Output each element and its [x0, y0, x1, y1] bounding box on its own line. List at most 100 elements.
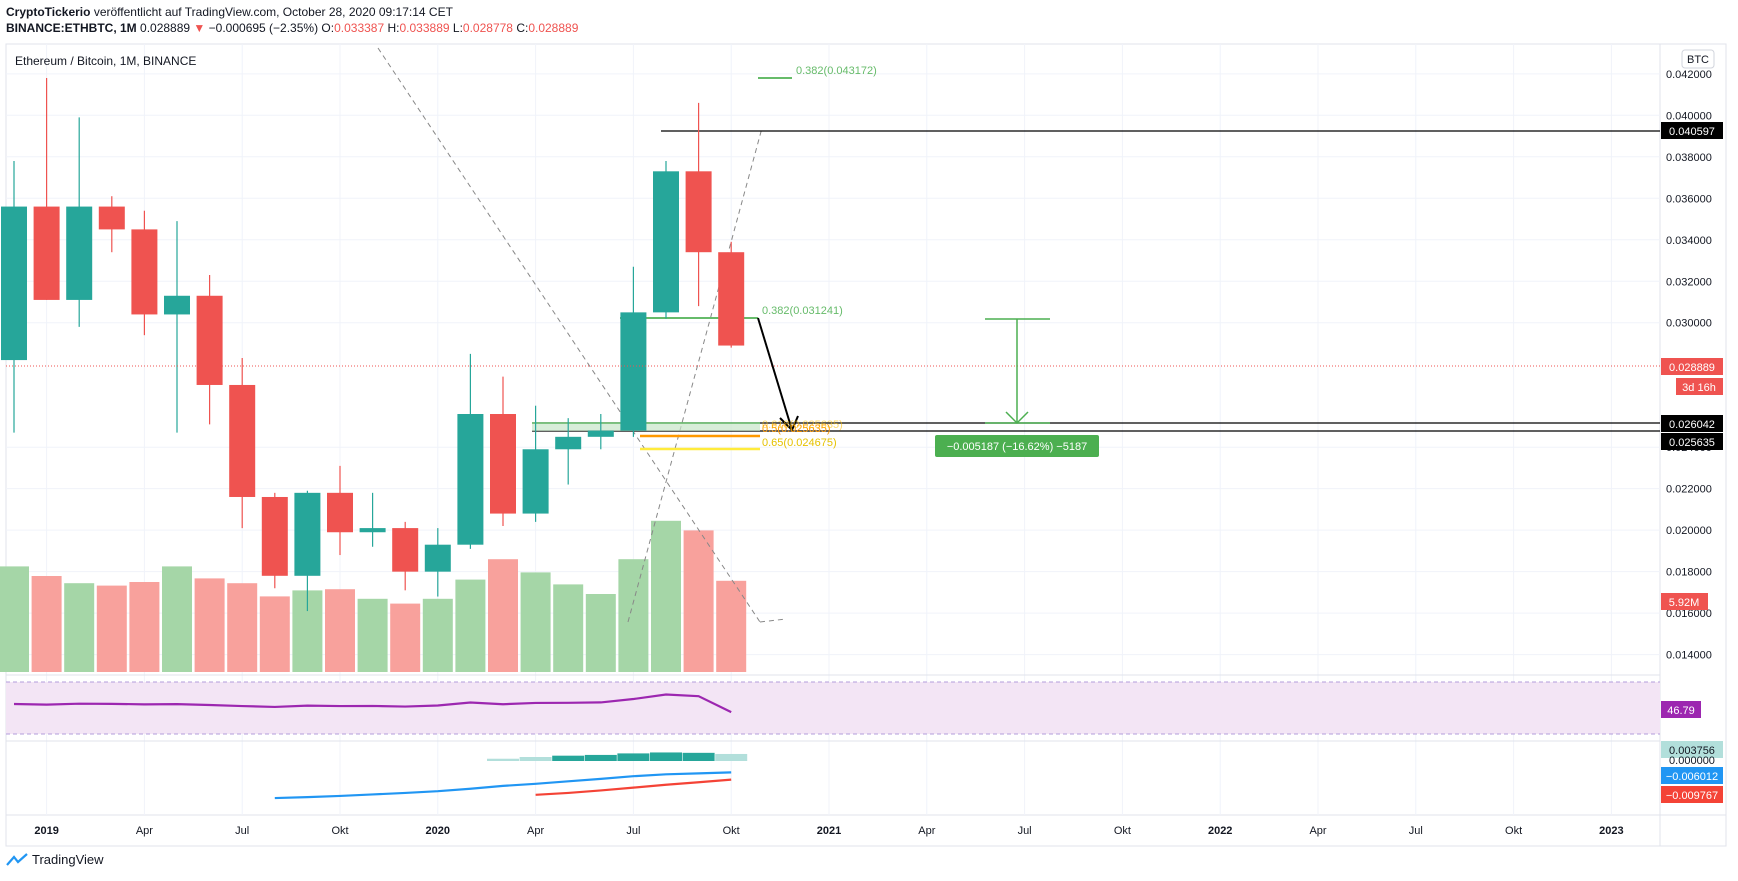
high-label: H: [387, 21, 400, 35]
low-value: 0.028778 [462, 21, 513, 35]
rsi-tag [1661, 701, 1701, 718]
volume-bars [0, 520, 747, 672]
price-tick-label: 0.014000 [1666, 650, 1712, 662]
dashed-fib-trendline-2[interactable] [627, 127, 763, 623]
candle-body [718, 252, 745, 346]
time-tick-label: 2023 [1599, 825, 1623, 837]
last-price: 0.028889 [140, 21, 191, 35]
volume-bar [194, 578, 225, 672]
macd-hist-bar [552, 755, 585, 761]
volume-bar [0, 566, 29, 672]
candle-body [66, 206, 93, 300]
volume-bar [651, 520, 681, 672]
time-tick-label: Apr [136, 825, 153, 837]
candle-body [555, 436, 582, 450]
time-axis-ticks: 2019 Apr Jul Okt 2020 Apr Jul Okt 2021 Apr Jul Okt 2… [34, 825, 1623, 837]
macd-line [274, 771, 732, 800]
candle-body [196, 295, 223, 385]
low-label: L: [452, 21, 463, 35]
volume-bar [422, 598, 453, 672]
price-change: −0.000695 (−2.35%) [208, 21, 319, 35]
support-bottom-label: 0.025635 [1669, 437, 1715, 449]
time-tick-label: Apr [918, 825, 935, 837]
rsi-label: 46.79 [1667, 705, 1695, 717]
candle-body [294, 492, 321, 576]
time-tick-label: Okt [723, 825, 740, 837]
last-price-tag [1661, 358, 1723, 375]
fib-label-yellow: 0.65(0.024675) [762, 437, 837, 449]
candle-body [685, 171, 712, 253]
volume-bar [683, 530, 714, 672]
volume-bar [585, 594, 616, 672]
candle-body [587, 430, 614, 437]
price-tick-label: 0.032000 [1666, 276, 1712, 288]
price-tick-label: 0.016000 [1666, 608, 1712, 620]
symbol-line: BINANCE:ETHBTC, 1M [6, 21, 137, 35]
volume-bar [96, 585, 127, 672]
time-tick-label: Okt [1505, 825, 1522, 837]
volume-bar [488, 559, 518, 672]
macd-hist-label: 0.003756 [1669, 745, 1715, 757]
volume-bar [31, 576, 62, 672]
currency-label: BTC [1687, 54, 1709, 66]
time-tick-label: Jul [235, 825, 249, 837]
currency-badge[interactable] [1681, 49, 1715, 69]
time-tick-label: 2020 [426, 825, 450, 837]
fib-label-mid: 0.382(0.031241) [762, 305, 843, 317]
volume-bar [390, 603, 421, 672]
candle-body [457, 414, 484, 545]
volume-bar [325, 589, 355, 672]
open-value: 0.033387 [334, 21, 385, 35]
macd-hist-bar [650, 752, 682, 761]
dashed-fib-trendline[interactable] [377, 47, 761, 623]
tradingview-footer[interactable]: TradingView [6, 852, 104, 867]
signal-label: −0.009767 [1666, 790, 1718, 802]
time-tick-label: Okt [331, 825, 348, 837]
fib-label-top: 0.382(0.043172) [796, 65, 877, 77]
open-label: O: [321, 21, 335, 35]
countdown-label: 3d 16h [1682, 382, 1716, 394]
measure-label: −0.005187 (−16.62%) −5187 [947, 441, 1087, 453]
volume-bar [227, 583, 258, 672]
candle-body [522, 449, 549, 514]
macd-hist-tag [1661, 741, 1723, 758]
high-value: 0.033889 [399, 21, 450, 35]
fib-label-orange: 0.5(0.025635) [762, 423, 831, 435]
publisher-name[interactable]: CryptoTickerio [6, 5, 91, 19]
volume-label: 5.92M [1669, 597, 1700, 609]
candle-body [653, 171, 679, 313]
macd-hist-bar [519, 757, 552, 761]
candle-body [1, 206, 27, 361]
time-tick-label: 2019 [34, 825, 58, 837]
candle-body [164, 295, 190, 315]
projection-arrow[interactable] [757, 317, 793, 431]
price-tick-label: 0.036000 [1666, 193, 1712, 205]
price-tick-label: 0.018000 [1666, 567, 1712, 579]
time-tick-label: 2022 [1208, 825, 1232, 837]
time-tick-label: Jul [1409, 825, 1423, 837]
macd-hist-bar [715, 753, 748, 761]
volume-bar [162, 566, 192, 672]
time-tick-label: Okt [1114, 825, 1131, 837]
time-tick-label: Apr [1309, 825, 1326, 837]
macd-hist-bar [617, 753, 650, 761]
price-axis-ticks: 0.042000 0.040000 0.038000 0.036000 0.034000… [1666, 69, 1712, 662]
arrow-head-icon [779, 415, 799, 432]
close-label: C: [516, 21, 529, 35]
macd-line-label: −0.006012 [1666, 771, 1718, 783]
time-tick-label: Jul [1018, 825, 1032, 837]
candle-body [327, 492, 353, 533]
resistance-price-label: 0.040597 [1669, 126, 1715, 138]
dashed-fib-trendline-tail[interactable] [759, 618, 787, 623]
time-tick-label: 2021 [817, 825, 841, 837]
published-text: veröffentlicht auf TradingView.com, Octo… [93, 5, 453, 19]
volume-bar [520, 572, 551, 672]
measure-arrow-icon [1005, 411, 1029, 425]
price-tick-label: 0.040000 [1666, 110, 1712, 122]
volume-bar [716, 580, 747, 672]
rsi-band [6, 682, 1660, 734]
volume-tag [1661, 593, 1708, 610]
measure-label-box[interactable] [935, 435, 1099, 457]
header-line-1: CryptoTickerio veröffentlicht auf Tradin… [6, 5, 453, 19]
